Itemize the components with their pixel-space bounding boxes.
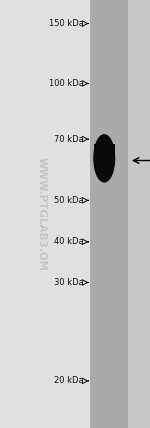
Text: WWW.PTGLAB3.OM: WWW.PTGLAB3.OM	[37, 157, 47, 271]
Bar	[94, 144, 115, 158]
Text: 70 kDa: 70 kDa	[54, 134, 84, 144]
Bar	[90, 0, 128, 428]
Text: 20 kDa: 20 kDa	[54, 376, 84, 386]
Text: 50 kDa: 50 kDa	[54, 196, 84, 205]
Text: 30 kDa: 30 kDa	[54, 278, 84, 287]
Ellipse shape	[94, 135, 115, 182]
Text: 150 kDa: 150 kDa	[49, 19, 84, 28]
Text: 40 kDa: 40 kDa	[54, 237, 84, 247]
Text: 100 kDa: 100 kDa	[49, 79, 84, 88]
Bar	[0, 0, 90, 428]
